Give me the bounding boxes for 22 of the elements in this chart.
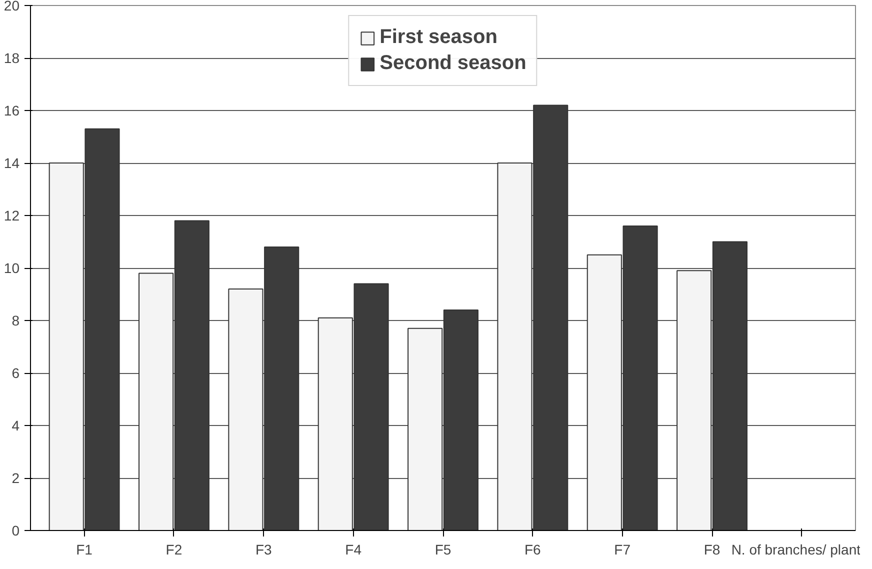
- y-tick-label: 16: [4, 102, 20, 118]
- x-tick-label: N. of branches/ plant: [731, 542, 861, 558]
- y-tick-label: 10: [4, 260, 20, 276]
- x-tick-label: F1: [76, 542, 93, 558]
- x-tick-label: F6: [524, 542, 542, 558]
- y-tick-label: 20: [4, 0, 20, 14]
- x-tick-label: F5: [434, 542, 452, 558]
- y-tick-label: 2: [12, 470, 20, 486]
- x-tick-label: F7: [614, 542, 631, 558]
- y-tick-label: 18: [4, 50, 20, 66]
- legend-label: Second season: [380, 52, 526, 75]
- y-tick-label: 0: [12, 522, 20, 538]
- x-tick-label: F2: [166, 542, 182, 558]
- y-tick-label: 4: [12, 418, 20, 434]
- y-tick-label: 8: [12, 312, 20, 328]
- x-tick-label: F4: [345, 542, 362, 558]
- y-tick-label: 12: [4, 208, 20, 224]
- x-tick-label: F3: [255, 542, 272, 558]
- y-tick-label: 6: [12, 365, 20, 381]
- y-tick-label: 14: [4, 155, 20, 171]
- x-tick-label: F8: [704, 542, 720, 558]
- legend-label: First season: [380, 26, 498, 49]
